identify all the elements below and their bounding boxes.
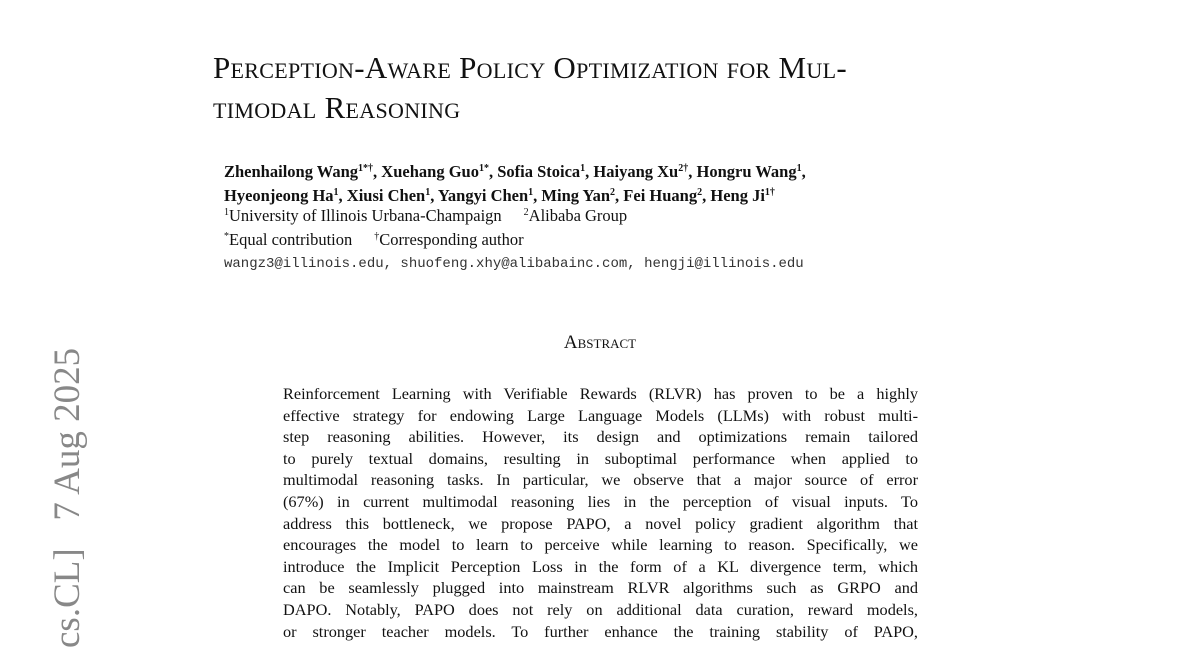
abstract-line: multimodal reasoning tasks. In particula… xyxy=(283,470,918,490)
author-mark: 1* xyxy=(478,163,489,174)
affiliations: 1University of Illinois Urbana-Champaign… xyxy=(224,206,627,226)
author-mark: 1 xyxy=(796,163,802,174)
separator: , xyxy=(688,162,693,181)
arxiv-sidebar: cs.CL] 7 Aug 2025 xyxy=(47,347,88,648)
emails: wangz3@illinois.edu, shuofeng.xhy@alibab… xyxy=(224,256,804,272)
author-name: Haiyang Xu xyxy=(593,162,679,181)
affiliation: University of Illinois Urbana-Champaign xyxy=(229,206,502,225)
separator: , xyxy=(585,162,590,181)
separator: , xyxy=(533,186,538,205)
author-mark: 2 xyxy=(697,187,703,198)
author-name: Zhenhailong Wang xyxy=(224,162,359,181)
title-line: timodal Reasoning xyxy=(213,90,461,125)
note: Equal contribution xyxy=(229,230,353,249)
author-line: Zhenhailong Wang1*†, Xuehang Guo1*, Sofi… xyxy=(224,160,806,184)
abstract-line: DAPO. Notably, PAPO does not rely on add… xyxy=(283,599,918,619)
abstract-line: effective strategy for endowing Large La… xyxy=(283,405,918,425)
author-mark: 1† xyxy=(764,187,775,198)
abstract-line: can be seamlessly plugged into mainstrea… xyxy=(283,578,918,598)
abstract: Reinforcement Learning with Verifiable R… xyxy=(283,383,918,642)
abstract-line: to purely textual domains, resulting in … xyxy=(283,448,918,468)
author-name: Xiusi Chen xyxy=(346,186,426,205)
abstract-line: encourages the model to learn to perceiv… xyxy=(283,535,918,555)
author-name: Hyeonjeong Ha xyxy=(224,186,334,205)
abstract-heading: Abstract xyxy=(563,332,637,353)
separator: , xyxy=(430,186,435,205)
separator: , xyxy=(488,162,494,181)
author-name: Sofia Stoica xyxy=(497,162,581,181)
title-line: Perception-Aware Policy Optimization for… xyxy=(213,50,847,85)
abstract-line: address this bottleneck, we propose PAPO… xyxy=(283,513,918,533)
author-mark: 1 xyxy=(580,163,586,174)
author-name: Heng Ji xyxy=(710,186,765,205)
separator: , xyxy=(615,186,620,205)
separator: , xyxy=(801,162,806,181)
author-mark: 1 xyxy=(425,187,431,198)
author-mark: 1 xyxy=(528,187,534,198)
author-list: Zhenhailong Wang1*†, Xuehang Guo1*, Sofi… xyxy=(224,160,806,208)
abstract-line: (67%) in current multimodal reasoning li… xyxy=(283,491,918,511)
separator: , xyxy=(338,186,343,205)
author-name: Fei Huang xyxy=(623,186,698,205)
author-line: Hyeonjeong Ha1, Xiusi Chen1, Yangyi Chen… xyxy=(224,184,806,208)
author-name: Ming Yan xyxy=(541,186,611,205)
abstract-line: step reasoning abilities. However, its d… xyxy=(283,427,918,447)
note-mark: † xyxy=(374,231,380,242)
author-mark: 2 xyxy=(610,187,616,198)
note-mark: * xyxy=(224,231,229,242)
affil-mark: 2 xyxy=(523,207,529,218)
author-mark: 2† xyxy=(678,163,689,174)
paper-title: Perception-Aware Policy Optimization for… xyxy=(213,48,847,128)
author-name: Hongru Wang xyxy=(696,162,797,181)
author-mark: 1 xyxy=(333,187,339,198)
separator: , xyxy=(702,186,707,205)
note: Corresponding author xyxy=(379,230,524,249)
notes: *Equal contribution †Corresponding author xyxy=(224,230,524,250)
author-name: Xuehang Guo xyxy=(381,162,479,181)
abstract-line: or stronger teacher models. To further e… xyxy=(283,621,918,641)
abstract-line: introduce the Implicit Perception Loss i… xyxy=(283,556,918,576)
author-name: Yangyi Chen xyxy=(437,186,529,205)
abstract-line: Reinforcement Learning with Verifiable R… xyxy=(283,384,918,403)
author-mark: 1*† xyxy=(358,163,374,174)
affil-mark: 1 xyxy=(224,207,229,218)
affiliation: Alibaba Group xyxy=(528,206,628,225)
separator: , xyxy=(373,162,378,181)
